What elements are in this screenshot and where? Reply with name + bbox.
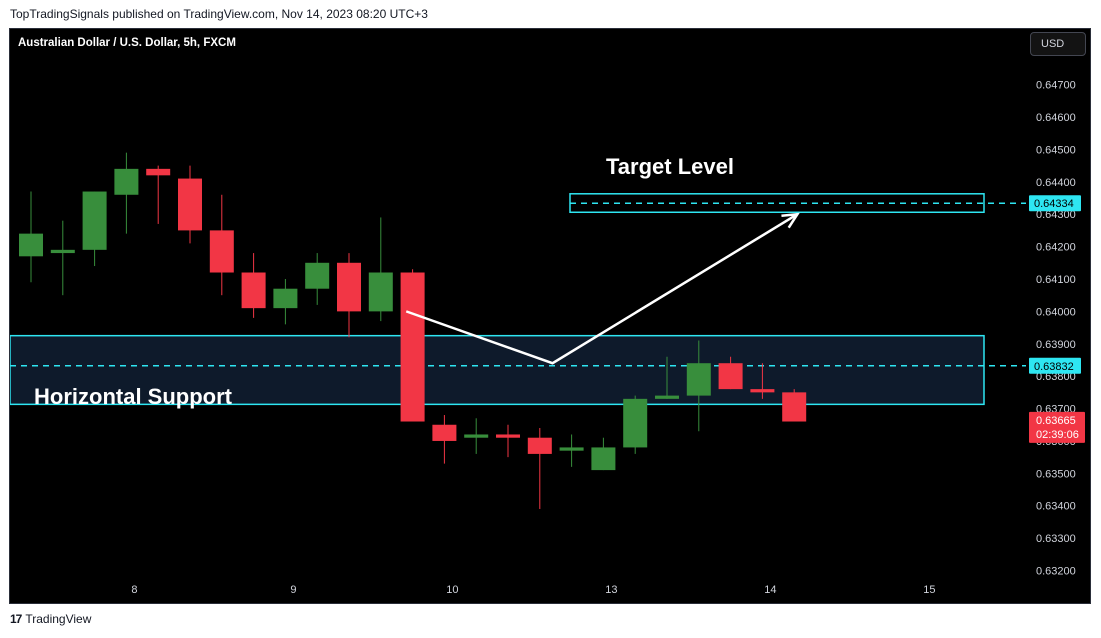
candle-body <box>559 447 584 451</box>
tradingview-logo-icon: 17 <box>10 612 22 626</box>
target-zone <box>569 193 985 214</box>
candle-body <box>496 434 520 438</box>
candle-body <box>368 272 393 312</box>
price-tick-label: 0.64500 <box>1036 144 1076 156</box>
candle-body <box>241 272 266 309</box>
time-tick-label: 9 <box>290 584 296 596</box>
price-tick-label: 0.64200 <box>1036 242 1076 254</box>
last-price-badge: 0.63665 02:39:06 <box>1029 411 1085 443</box>
price-tick-label: 0.64300 <box>1036 209 1076 221</box>
candle-body <box>273 288 298 309</box>
price-tick-label: 0.64600 <box>1036 112 1076 124</box>
candles-layer <box>19 152 807 509</box>
candle-body <box>623 398 648 448</box>
candle-body <box>305 262 330 289</box>
candle-body <box>209 230 234 273</box>
price-tick-label: 0.64700 <box>1036 80 1076 92</box>
candle-body <box>527 437 552 454</box>
footer-brand[interactable]: TradingView <box>25 612 92 626</box>
price-tick-label: 0.63300 <box>1036 533 1076 545</box>
candle-body <box>50 249 75 254</box>
time-tick-label: 15 <box>923 584 935 596</box>
time-tick-label: 14 <box>764 584 776 596</box>
price-tick-label: 0.64400 <box>1036 177 1076 189</box>
price-axis: 0.64700 0.64600 0.64500 0.64400 0.64300 0.642… <box>1029 80 1085 578</box>
target-level-badge: 0.64334 <box>1029 195 1081 212</box>
price-tick-label: 0.63500 <box>1036 468 1076 480</box>
target-zone-label: Target Level <box>606 154 734 179</box>
publish-line: TopTradingSignals published on TradingVi… <box>10 7 428 21</box>
candle-body <box>337 262 361 312</box>
price-tick-label: 0.63900 <box>1036 339 1076 351</box>
price-tick-label: 0.63400 <box>1036 501 1076 513</box>
support-level-badge-bg <box>1029 357 1081 374</box>
chart-panel[interactable]: Horizontal Support Target Level 0.64700 0.… <box>9 28 1091 604</box>
candle-body <box>750 389 775 393</box>
target-level-badge-bg <box>1029 195 1081 212</box>
last-price-bg <box>1029 411 1085 443</box>
candle-body <box>782 392 807 422</box>
time-tick-label: 10 <box>446 584 458 596</box>
price-tick-label: 0.63200 <box>1036 566 1076 578</box>
arrow-head-icon <box>781 212 800 229</box>
candle-body <box>19 233 43 257</box>
support-zone <box>10 334 985 406</box>
candle-body <box>146 168 171 176</box>
support-level-badge: 0.63832 <box>1029 357 1081 374</box>
projection-path <box>405 213 799 365</box>
bar-countdown: 02:39:06 <box>1036 429 1079 441</box>
currency-button[interactable]: USD <box>1030 32 1086 56</box>
candle-body <box>718 363 743 390</box>
chart-title: Australian Dollar / U.S. Dollar, 5h, FXC… <box>18 37 236 49</box>
candle-body <box>178 178 202 231</box>
footer: 17 TradingView <box>10 612 91 626</box>
candle-body <box>400 272 425 422</box>
candle-body <box>114 168 139 195</box>
candle-body <box>82 191 107 250</box>
time-tick-label: 8 <box>131 584 137 596</box>
candle-body <box>591 447 616 471</box>
zones-layer <box>10 193 1026 406</box>
annotation-layer: Horizontal Support Target Level <box>34 154 800 409</box>
support-zone-label: Horizontal Support <box>34 384 233 409</box>
target-level-badge-text: 0.64334 <box>1034 198 1074 210</box>
price-tick-label: 0.64100 <box>1036 274 1076 286</box>
candle-body <box>432 424 457 441</box>
time-axis: 8 9 10 13 14 15 <box>131 584 935 596</box>
candle-body <box>464 434 489 438</box>
candle-body <box>686 363 711 396</box>
time-tick-label: 13 <box>605 584 617 596</box>
support-level-badge-text: 0.63832 <box>1034 361 1074 373</box>
candle-body <box>655 395 679 399</box>
price-tick-label: 0.63800 <box>1036 371 1076 383</box>
last-price-value: 0.63665 <box>1036 415 1076 427</box>
price-tick-label: 0.64000 <box>1036 306 1076 318</box>
